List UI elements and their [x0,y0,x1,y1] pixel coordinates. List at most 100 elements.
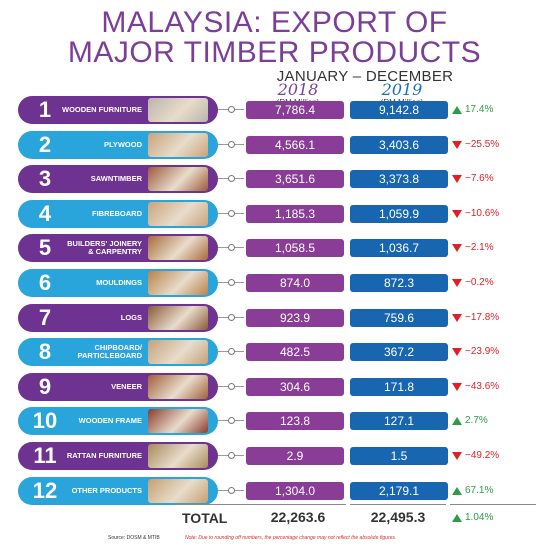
rank-number: 8 [38,339,52,364]
connector-dot-icon [228,452,235,459]
change-cell: 17.4% [452,103,540,117]
product-photo [148,202,208,226]
decrease-arrow-icon [452,348,462,356]
change-cell: −23.9% [452,345,540,359]
product-pill: 3 SAWNTIMBER [18,165,218,193]
product-pill: 1 WOODEN FURNITURE [18,96,218,124]
product-name: WOODEN FRAME [78,416,142,425]
decrease-arrow-icon [452,210,462,218]
table-row: 7 LOGS 923.9 759.6 −17.8% [10,304,540,332]
connector-dot-icon [228,244,235,251]
total-label: TOTAL [182,510,228,526]
increase-arrow-icon [452,106,462,114]
value-2019: 1,059.9 [350,205,448,223]
product-name: VENEER [111,382,142,391]
rank-number: 5 [38,235,52,260]
product-photo [148,340,208,364]
title-line-1: MALAYSIA: EXPORT OF [101,6,448,39]
change-cell: −0.2% [452,276,540,290]
increase-arrow-icon [452,487,462,495]
value-2018: 482.5 [246,343,344,361]
value-2019: 3,403.6 [350,136,448,154]
change-percent: −10.6% [465,208,500,219]
rank-number: 1 [38,97,52,122]
rank-number: 4 [38,201,52,226]
value-2019: 9,142.8 [350,101,448,119]
change-percent: −7.6% [465,173,494,184]
rank-number: 10 [32,408,58,433]
value-2019: 2,179.1 [350,482,448,500]
total-change-text: 1.04% [465,512,494,523]
change-cell: −49.2% [452,449,540,463]
table-row: 5 BUILDERS' JOINERY & CARPENTRY 1,058.5 1,0… [10,234,540,262]
value-2019: 127.1 [350,412,448,430]
product-name: PLYWOOD [103,140,142,149]
connector-dot-icon [228,210,235,217]
value-2018: 4,566.1 [246,136,344,154]
table-row: 2 PLYWOOD 4,566.1 3,403.6 −25.5% [10,131,540,159]
decrease-arrow-icon [452,279,462,287]
product-name: FIBREBOARD [92,209,142,218]
value-2018: 3,651.6 [246,170,344,188]
change-cell: −7.6% [452,172,540,186]
connector-dot-icon [228,141,235,148]
total-rule-left [174,504,250,505]
rank-number: 11 [33,443,57,468]
change-percent: 67.1% [465,485,494,496]
change-cell: 67.1% [452,484,540,498]
change-cell: −43.6% [452,380,540,394]
rank-number: 2 [38,132,52,157]
year-2018-label: 2018 [277,80,319,99]
product-pill: 8 CHIPBOARD/ PARTICLEBOARD [18,338,218,366]
change-cell: 2.7% [452,414,540,428]
rank-number: 3 [38,166,52,191]
change-cell: −2.1% [452,241,540,255]
period-subtitle: JANUARY – DECEMBER [276,68,454,85]
decrease-arrow-icon [452,175,462,183]
product-photo [148,409,208,433]
decrease-arrow-icon [452,141,462,149]
product-pill: 7 LOGS [18,304,218,332]
decrease-arrow-icon [452,244,462,252]
product-pill: 9 VENEER [18,373,218,401]
change-percent: −2.1% [465,242,494,253]
product-photo [148,479,208,503]
table-row: 11 RATTAN FURNITURE 2.9 1.5 −49.2% [10,442,540,470]
product-name: BUILDERS' JOINERY & CARPENTRY [67,239,142,256]
total-2018-value: 22,263.6 [270,509,326,525]
total-rule-2018 [250,504,346,505]
change-percent: −25.5% [465,139,500,150]
table-row: 6 MOULDINGS 874.0 872.3 −0.2% [10,269,540,297]
product-name: OTHER PRODUCTS [71,486,142,495]
change-cell: −17.8% [452,311,540,325]
value-2018: 7,786.4 [246,101,344,119]
product-photo [148,167,208,191]
value-2018: 1,185.3 [246,205,344,223]
table-row: 4 FIBREBOARD 1,185.3 1,059.9 −10.6% [10,200,540,228]
table-row: 3 SAWNTIMBER 3,651.6 3,373.8 −7.6% [10,165,540,193]
connector-dot-icon [228,106,235,113]
value-2018: 123.8 [246,412,344,430]
value-2019: 872.3 [350,274,448,292]
decrease-arrow-icon [452,383,462,391]
value-2018: 304.6 [246,378,344,396]
product-name: CHIPBOARD/ PARTICLEBOARD [77,343,142,360]
table-row: 9 VENEER 304.6 171.8 −43.6% [10,373,540,401]
table-row: 12 OTHER PRODUCTS 1,304.0 2,179.1 67.1% [10,477,540,505]
product-photo [148,98,208,122]
product-pill: 11 RATTAN FURNITURE [18,442,218,470]
change-percent: −49.2% [465,450,500,461]
total-rule-right [450,504,536,505]
product-photo [148,133,208,157]
product-name: RATTAN FURNITURE [66,451,142,460]
product-pill: 2 PLYWOOD [18,131,218,159]
product-name: WOODEN FURNITURE [62,105,142,114]
value-2019: 171.8 [350,378,448,396]
rank-number: 12 [32,478,58,503]
connector-dot-icon [228,383,235,390]
total-2019-value: 22,495.3 [370,509,426,525]
change-cell: −10.6% [452,207,540,221]
value-2019: 3,373.8 [350,170,448,188]
table-row: 10 WOODEN FRAME 123.8 127.1 2.7% [10,407,540,435]
product-photo [148,375,208,399]
